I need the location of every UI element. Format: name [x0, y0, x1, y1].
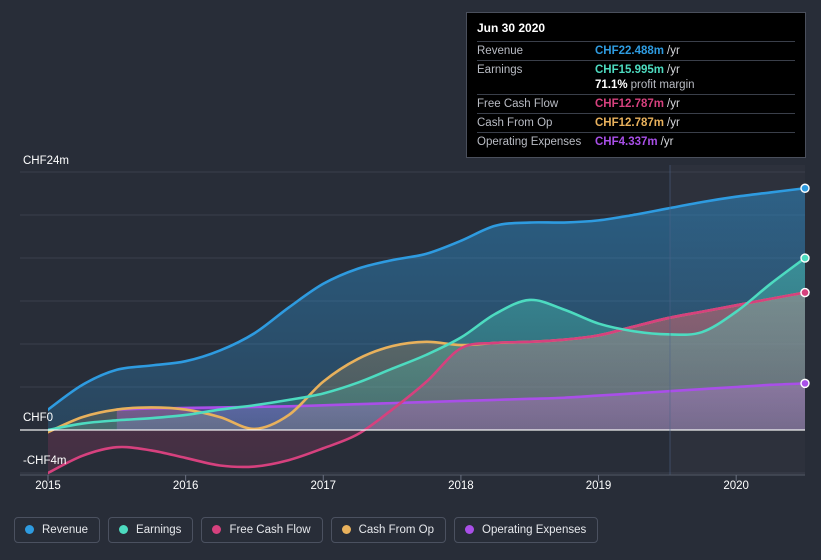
financials-area-chart[interactable]: CHF24m CHF0 -CHF4m 2015 2016 2017 2018 2019 2… [0, 0, 821, 500]
tooltip-row-value: CHF4.337m [595, 136, 658, 148]
tooltip-row-value-wrap: CHF4.337m/yr [595, 136, 795, 148]
tooltip-row-value: CHF12.787m [595, 117, 665, 129]
series-endpoint-marker[interactable] [800, 287, 810, 298]
legend-color-swatch-icon [212, 525, 222, 534]
series-endpoint-marker[interactable] [800, 183, 810, 193]
x-axis-tick-label: 2020 [723, 480, 749, 492]
tooltip-row: Cash From Op CHF12.787m/yr [477, 113, 795, 132]
tooltip-row-label: Cash From Op [477, 117, 553, 129]
series-area [48, 258, 805, 430]
chart-tooltip: Jun 30 2020 Revenue CHF22.488m/yr Earnings… [466, 12, 806, 158]
legend-item-label: Cash From Op [358, 523, 435, 536]
legend-color-swatch-icon [119, 525, 129, 534]
series-endpoint-marker[interactable] [800, 378, 810, 389]
tooltip-row: Operating Expenses CHF4.337m/yr [477, 132, 795, 151]
legend-item-earnings[interactable]: Earnings [108, 516, 194, 543]
legend-color-swatch-icon [25, 525, 34, 534]
series-areas [48, 188, 805, 473]
tooltip-row-value: CHF12.787m [595, 98, 665, 110]
tooltip-row-value-wrap: CHF12.787m/yr [595, 117, 795, 129]
tooltip-row-unit: /yr [667, 117, 680, 129]
legend-item-label: Revenue [42, 523, 89, 536]
x-axis-tick-label: 2015 [35, 480, 61, 492]
legend-item-label: Operating Expenses [482, 523, 587, 536]
tooltip-row-value: CHF22.488m [595, 45, 665, 57]
y-axis-label-bottom: -CHF4m [23, 455, 67, 467]
legend-item-cash-from-op[interactable]: Cash From Op [330, 516, 447, 543]
x-axis-ticks [47, 475, 737, 481]
tooltip-row-unit: /yr [660, 136, 674, 148]
legend-item-operating-expenses[interactable]: Operating Expenses [454, 516, 599, 543]
x-axis-tick-label: 2016 [172, 480, 199, 492]
tooltip-row-value-wrap: CHF22.488m/yr [595, 45, 795, 57]
x-axis-tick-label: 2017 [310, 480, 337, 492]
tooltip-row-unit: /yr [667, 64, 680, 76]
tooltip-row-value: CHF15.995m [595, 64, 665, 76]
tooltip-row-label: Earnings [477, 64, 523, 76]
legend-color-swatch-icon [465, 525, 475, 534]
tooltip-row: Revenue CHF22.488m/yr [477, 41, 795, 60]
tooltip-date: Jun 30 2020 [477, 21, 546, 35]
tooltip-row-unit: /yr [667, 45, 680, 57]
tooltip-row-unit: /yr [667, 98, 680, 110]
y-axis-label-top: CHF24m [23, 155, 70, 167]
legend-item-free-cash-flow[interactable]: Free Cash Flow [201, 516, 323, 543]
series-line[interactable] [48, 186, 805, 411]
y-axis-label-zero: CHF0 [23, 412, 54, 424]
legend-color-swatch-icon [341, 525, 351, 534]
chart-legend[interactable]: Revenue Earnings Free Cash Flow Cash From O… [0, 507, 821, 552]
tooltip-row-label: Free Cash Flow [477, 98, 559, 110]
legend-item-revenue[interactable]: Revenue [14, 516, 101, 543]
series-line[interactable] [48, 256, 805, 432]
series-line[interactable] [48, 291, 805, 475]
x-axis-tick-label: 2018 [448, 480, 474, 492]
tooltip-profit-margin-row: 71.1% profit margin [477, 79, 795, 94]
series-lines [48, 186, 805, 475]
tooltip-row-value-wrap: CHF15.995m/yr [595, 64, 795, 76]
tooltip-row-label: Revenue [477, 45, 524, 57]
legend-item-label: Earnings [136, 523, 182, 536]
tooltip-profit-margin-wrap: 71.1% profit margin [595, 79, 795, 91]
tooltip-row: Free Cash Flow CHF12.787m/yr [477, 94, 795, 113]
series-endpoint-marker[interactable] [800, 253, 810, 263]
legend-item-label: Free Cash Flow [229, 523, 311, 536]
tooltip-row-label: Operating Expenses [477, 136, 582, 148]
series-endpoint-markers[interactable] [800, 183, 810, 389]
tooltip-row-value-wrap: CHF12.787m/yr [595, 98, 795, 110]
x-axis-tick-label: 2019 [585, 480, 612, 492]
tooltip-rows: Revenue CHF22.488m/yr Earnings CHF15.995m/y… [477, 41, 795, 151]
tooltip-profit-margin-value: 71.1% [595, 79, 628, 91]
chart-svg [20, 165, 810, 481]
tooltip-row: Earnings CHF15.995m/yr [477, 60, 795, 79]
tooltip-profit-margin-label: profit margin [630, 79, 695, 91]
